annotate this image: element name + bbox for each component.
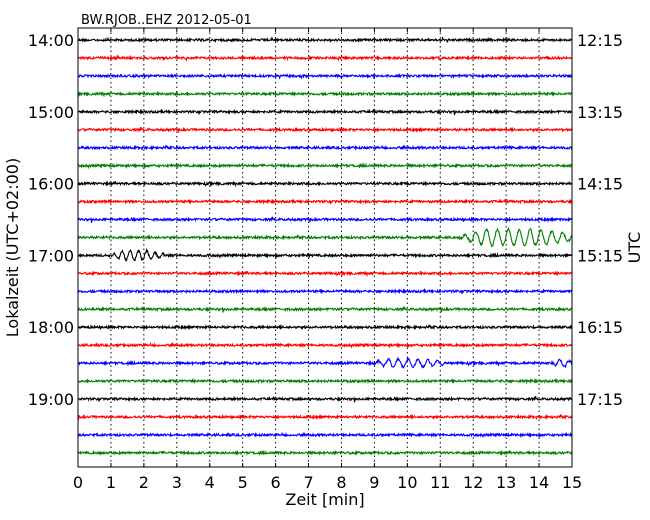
- x-tick-label: 2: [139, 473, 149, 492]
- x-tick-label: 11: [430, 473, 450, 492]
- right-tick-label: 14:15: [577, 175, 623, 194]
- x-tick-label: 5: [238, 473, 248, 492]
- seismic-trace: [77, 341, 573, 349]
- x-tick-label: 0: [73, 473, 83, 492]
- seismic-trace: [77, 108, 573, 116]
- seismic-trace: [77, 216, 573, 223]
- left-tick-label: 19:00: [28, 390, 74, 409]
- grid-lines: [110, 28, 540, 467]
- x-tick-label: 4: [205, 473, 215, 492]
- x-tick-label: 15: [562, 473, 582, 492]
- right-tick-labels: 12:15 13:15 14:15 15:15 16:15 17:15: [577, 31, 623, 409]
- left-tick-label: 14:00: [28, 31, 74, 50]
- seismic-trace: [77, 395, 573, 403]
- seismic-trace: [77, 270, 573, 278]
- left-tick-label: 18:00: [28, 318, 74, 337]
- x-tick-label: 10: [397, 473, 417, 492]
- seismic-trace: [77, 180, 573, 188]
- seismic-traces: [77, 36, 573, 456]
- x-tick-label: 12: [463, 473, 483, 492]
- seismic-trace: [77, 36, 573, 44]
- seismic-trace: [77, 287, 573, 295]
- seismic-trace: [77, 198, 573, 205]
- seismic-trace: [77, 323, 573, 331]
- chart-title: BW.RJOB..EHZ 2012-05-01: [81, 13, 252, 28]
- seismic-trace: [77, 377, 573, 385]
- x-axis-label: Zeit [min]: [285, 490, 364, 509]
- left-tick-label: 16:00: [28, 175, 74, 194]
- seismic-trace: [77, 126, 573, 133]
- left-tick-labels: 14:00 15:00 16:00 17:00 18:00 19:00: [28, 31, 74, 409]
- x-tick-label: 7: [303, 473, 313, 492]
- seismic-trace: [77, 306, 573, 313]
- right-tick-label: 13:15: [577, 103, 623, 122]
- seismic-trace: [77, 431, 573, 439]
- right-tick-label: 16:15: [577, 318, 623, 337]
- y-axis-label-left: Lokalzeit (UTC+02:00): [3, 158, 22, 337]
- x-tick-label: 13: [496, 473, 516, 492]
- seismic-trace: [77, 162, 573, 170]
- left-tick-label: 15:00: [28, 103, 74, 122]
- x-tick-label: 1: [106, 473, 116, 492]
- x-tick-label: 8: [336, 473, 346, 492]
- right-tick-label: 15:15: [577, 246, 623, 265]
- x-tick-labels: 0 1 2 3 4 5 6 7 8 9 10 11 12 13 14 15: [73, 473, 582, 492]
- seismic-trace: [77, 72, 573, 80]
- left-tick-label: 17:00: [28, 246, 74, 265]
- x-tick-label: 9: [369, 473, 379, 492]
- y-axis-label-right: UTC: [625, 232, 644, 264]
- x-tick-label: 14: [529, 473, 549, 492]
- seismic-trace: [77, 144, 573, 151]
- right-tick-label: 17:15: [577, 390, 623, 409]
- seismic-trace: [77, 54, 573, 62]
- plot-frame: [77, 27, 573, 468]
- x-tick-label: 6: [271, 473, 281, 492]
- seismic-trace: [77, 247, 573, 262]
- seismic-trace: [77, 449, 573, 456]
- seismic-trace: [77, 413, 573, 421]
- seismic-trace: [77, 226, 573, 248]
- right-tick-label: 12:15: [577, 31, 623, 50]
- seismic-trace: [77, 90, 573, 98]
- x-tick-label: 3: [172, 473, 182, 492]
- axis-ticks: [77, 28, 573, 467]
- seismic-trace: [77, 356, 573, 369]
